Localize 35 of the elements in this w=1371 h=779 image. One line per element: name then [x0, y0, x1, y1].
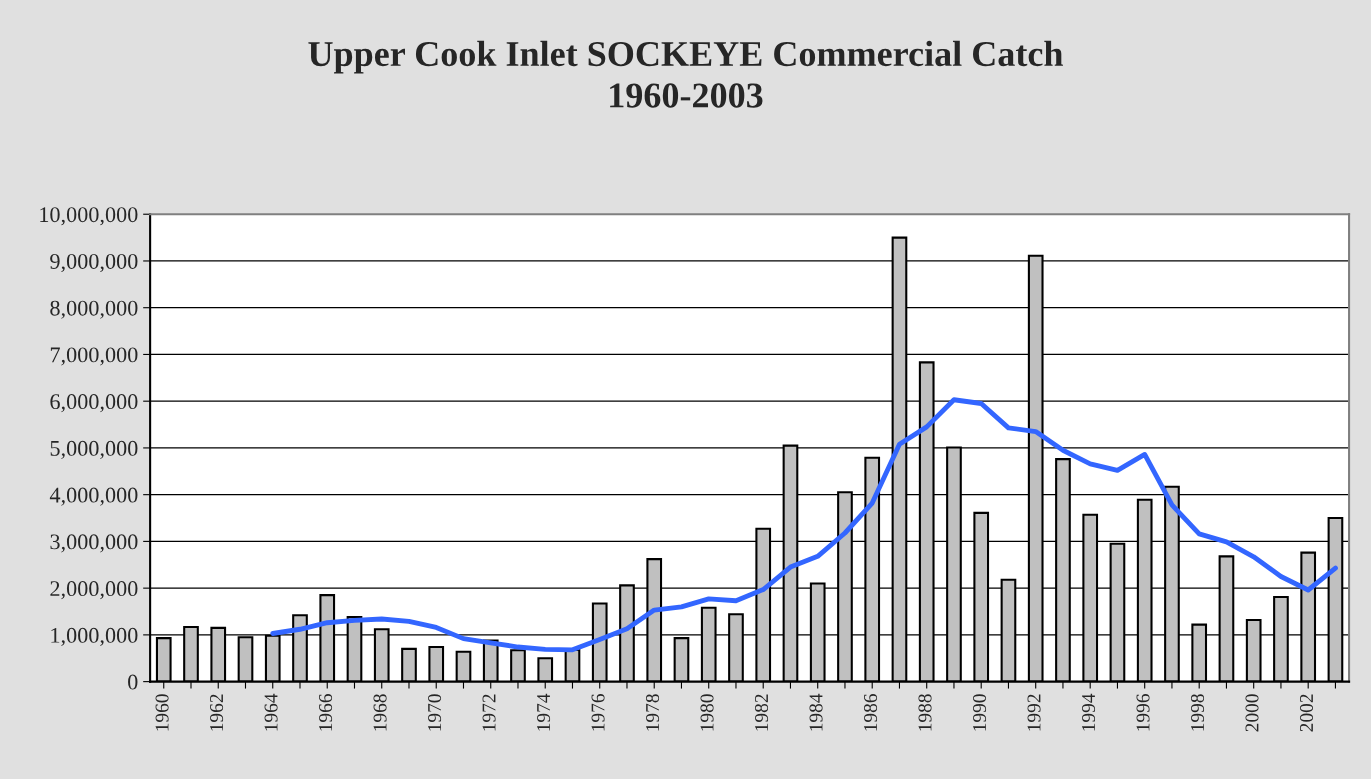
- x-tick-label: 1986: [863, 694, 878, 731]
- x-tick-label: 1970: [427, 694, 442, 731]
- x-tick-label: 1996: [1136, 694, 1150, 731]
- y-tick-label: 0: [128, 674, 138, 690]
- x-tick-label: 1980: [700, 694, 714, 731]
- x-tick-label: 1974: [537, 693, 551, 731]
- x-tick-label: 1960: [155, 694, 169, 731]
- y-tick-label: 6,000,000: [50, 394, 138, 413]
- y-tick-label: 4,000,000: [49, 487, 138, 506]
- x-tick-label: 1972: [482, 694, 496, 731]
- y-tick-label: 9,000,000: [50, 253, 138, 273]
- y-tick-label: 1,000,000: [51, 627, 138, 647]
- x-tick-label: 1964: [264, 693, 278, 731]
- y-tick-label: 5,000,000: [50, 440, 138, 460]
- y-tick-label: 7,000,000: [50, 347, 138, 366]
- x-tick-label: 1966: [319, 694, 333, 731]
- x-tick-label: 2000: [1245, 694, 1259, 732]
- x-tick-label: 1988: [918, 694, 932, 731]
- x-tick-label: 1990: [972, 694, 987, 731]
- x-tick-label: 2002: [1299, 694, 1314, 732]
- y-tick-label: 2,000,000: [50, 581, 138, 600]
- x-tick-label: 1962: [210, 694, 224, 731]
- x-tick-label: 1992: [1027, 694, 1041, 731]
- x-tick-label: 1976: [591, 694, 605, 731]
- y-tick-label: 3,000,000: [50, 534, 138, 553]
- x-tick-label: 1984: [809, 693, 823, 731]
- chart-title: Upper Cook Inlet SOCKEYE Commercial Catch 1960-2003: [308, 40, 1063, 108]
- x-tick-label: 1978: [645, 694, 660, 731]
- x-tick-label: 1968: [373, 694, 387, 731]
- x-tick-label: 1982: [754, 694, 769, 731]
- x-tick-label: 1994: [1082, 693, 1096, 731]
- line-series: [270, 397, 1338, 653]
- x-tick-label: 1998: [1190, 694, 1205, 731]
- y-tick-label: 10,000,000: [40, 207, 138, 226]
- y-tick-label: 8,000,000: [50, 300, 138, 319]
